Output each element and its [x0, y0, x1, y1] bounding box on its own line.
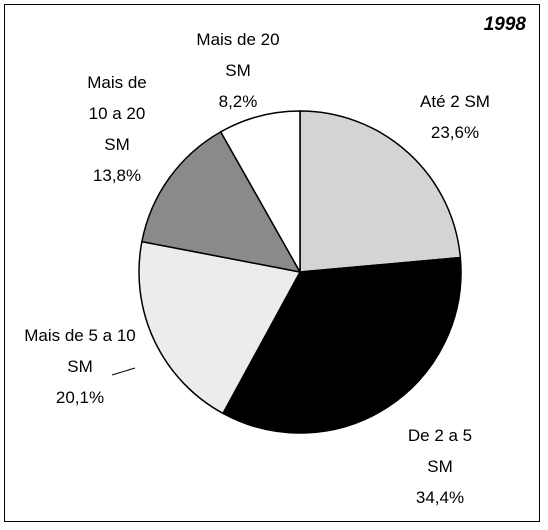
pie-slice — [141, 130, 302, 274]
pie-slice — [299, 110, 462, 273]
frame — [4, 4, 540, 522]
value-label: 23,6% — [430, 123, 480, 142]
chart-title: 1998 — [483, 14, 526, 35]
category-label: Mais de 5 a 10 SM — [24, 326, 136, 376]
slice-label: Até 2 SM 23,6% — [395, 86, 515, 148]
pie-slice — [219, 110, 301, 275]
value-label: 20,1% — [55, 388, 105, 407]
category-label: Mais de 10 a 20 SM — [87, 73, 147, 154]
slice-label: Mais de 10 a 20 SM 13,8% — [78, 67, 156, 191]
category-label: Mais de 20 SM — [196, 30, 280, 80]
value-label: 8,2% — [218, 92, 258, 111]
leader-line — [111, 367, 136, 376]
value-label: 34,4% — [415, 488, 465, 507]
pie-slice — [221, 256, 462, 434]
category-label: De 2 a 5 SM — [407, 426, 473, 476]
value-label: 13,8% — [92, 166, 142, 185]
category-label: Até 2 SM — [420, 92, 490, 111]
slice-label: Mais de 20 SM 8,2% — [196, 24, 280, 117]
pie-slice — [138, 240, 302, 415]
slice-label: De 2 a 5 SM 34,4% — [395, 420, 485, 513]
slice-label: Mais de 5 a 10 SM 20,1% — [20, 320, 140, 413]
